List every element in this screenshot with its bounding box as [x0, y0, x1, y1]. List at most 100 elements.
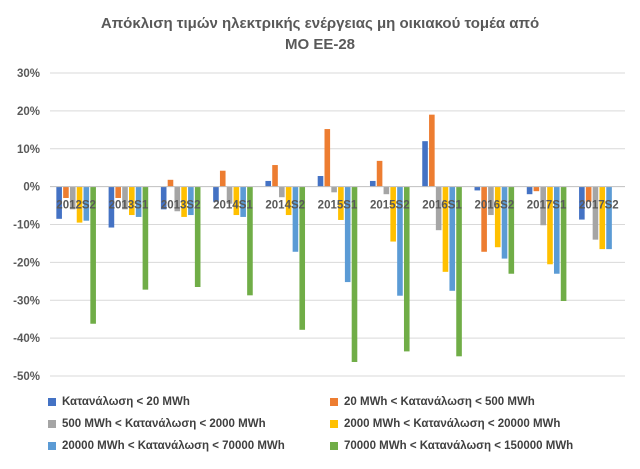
bar — [160, 186, 167, 210]
chart-title-line-2: ΜΟ ΕΕ-28 — [284, 36, 356, 53]
chart-title-line-1: Απόκλιση τιμών ηλεκτρικής ενέργειας μη ο… — [100, 15, 540, 32]
bar — [219, 170, 226, 187]
bar — [56, 186, 62, 219]
bar — [226, 186, 233, 204]
legend-label: 20000 MWh < Κατανάλωση < 70000 MWh — [62, 440, 285, 452]
bar — [167, 179, 174, 187]
bar — [135, 186, 142, 217]
bar — [429, 114, 435, 187]
bar — [129, 186, 135, 216]
bar — [488, 186, 494, 216]
bar — [108, 186, 115, 228]
x-tick-label: 2013S1 — [109, 200, 149, 212]
bar — [317, 176, 324, 187]
bar — [494, 186, 501, 248]
legend-swatch — [48, 442, 56, 450]
bar — [592, 186, 599, 240]
chart-title: Απόκλιση τιμών ηλεκτρικής ενέργειας μη ο… — [90, 13, 550, 55]
legend-item: 500 MWh < Κατανάλωση < 2000 MWh — [48, 418, 266, 430]
bar — [369, 180, 376, 187]
x-tick-label: 2016S1 — [422, 200, 462, 212]
bar — [181, 186, 187, 217]
bar — [90, 186, 96, 324]
legend-item: Κατανάλωση < 20 MWh — [48, 396, 190, 408]
bar — [397, 186, 403, 296]
bar — [540, 186, 546, 226]
bar — [272, 165, 278, 187]
x-tick-label: 2017S2 — [579, 200, 619, 212]
y-tick-label: 10% — [17, 144, 40, 156]
bar — [481, 186, 487, 252]
bar — [599, 186, 606, 250]
bar — [83, 186, 90, 221]
bar — [585, 186, 592, 202]
bar — [292, 186, 299, 252]
bar — [501, 186, 508, 259]
legend-swatch — [330, 420, 338, 428]
y-tick-label: -30% — [13, 295, 40, 307]
bar — [174, 186, 181, 212]
legend-swatch — [330, 442, 338, 450]
y-tick-label: 30% — [17, 68, 40, 80]
x-tick-label: 2015S2 — [370, 200, 410, 212]
bar — [422, 141, 428, 187]
legend-label: 2000 MWh < Κατανάλωση < 20000 MWh — [344, 418, 561, 430]
bar — [63, 186, 69, 198]
bar — [547, 186, 553, 265]
bar — [376, 160, 383, 187]
bar — [265, 180, 272, 187]
bar — [383, 186, 390, 195]
bar — [76, 186, 83, 223]
legend-item: 20 MWh < Κατανάλωση < 500 MWh — [330, 396, 535, 408]
y-tick-label: -50% — [13, 371, 40, 383]
bar — [606, 186, 612, 250]
bar — [299, 186, 306, 330]
bar — [324, 129, 331, 187]
bar — [435, 186, 442, 231]
x-tick-label: 2015S1 — [318, 200, 358, 212]
bar — [142, 186, 149, 290]
bar — [474, 186, 481, 191]
x-tick-label: 2013S2 — [161, 200, 201, 212]
bar — [247, 186, 253, 296]
y-tick-label: 0% — [23, 182, 40, 194]
y-tick-label: -20% — [13, 257, 40, 269]
legend-item: 20000 MWh < Κατανάλωση < 70000 MWh — [48, 440, 285, 452]
bar — [122, 186, 128, 210]
bar — [285, 186, 292, 216]
bar — [331, 186, 337, 193]
legend-swatch — [48, 398, 56, 406]
bar — [403, 186, 410, 352]
bar — [553, 186, 560, 274]
legend-label: Κατανάλωση < 20 MWh — [62, 396, 190, 408]
bar — [233, 186, 240, 216]
legend-label: 500 MWh < Κατανάλωση < 2000 MWh — [62, 418, 266, 430]
bar — [456, 186, 462, 357]
bar — [338, 186, 344, 220]
legend-item: 2000 MWh < Κατανάλωση < 20000 MWh — [330, 418, 560, 430]
y-tick-label: 20% — [17, 106, 40, 118]
bar — [115, 186, 122, 198]
legend-label: 20 MWh < Κατανάλωση < 500 MWh — [344, 396, 535, 408]
bar — [344, 186, 351, 283]
bar — [526, 186, 533, 195]
legend-item: 70000 MWh < Κατανάλωση < 150000 MWh — [330, 440, 573, 452]
x-tick-label: 2014S1 — [213, 200, 253, 212]
legend-swatch — [48, 420, 56, 428]
x-tick-label: 2012S2 — [56, 200, 96, 212]
bar — [240, 186, 246, 217]
bar — [442, 186, 449, 272]
bar — [579, 186, 585, 220]
bar — [449, 186, 456, 291]
bar — [69, 186, 76, 210]
bar — [279, 186, 285, 198]
legend-label: 70000 MWh < Κατανάλωση < 150000 MWh — [344, 440, 574, 452]
bar — [390, 186, 396, 242]
bar — [194, 186, 201, 287]
bar — [508, 186, 515, 274]
bar — [213, 186, 219, 202]
bar — [188, 186, 194, 216]
x-tick-label: 2016S2 — [474, 200, 514, 212]
